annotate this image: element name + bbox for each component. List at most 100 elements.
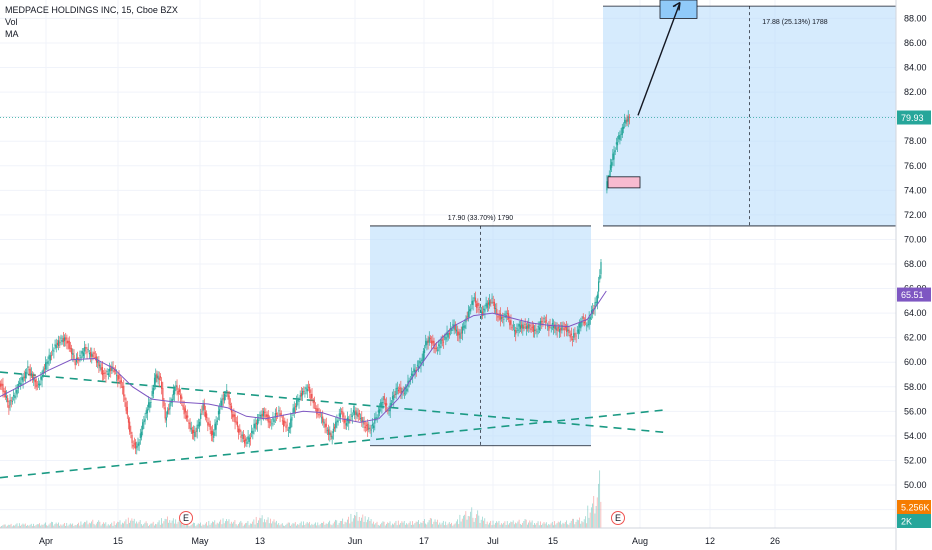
candle-body: [5, 396, 8, 398]
volume-bar: [18, 523, 20, 528]
candle-body: [400, 386, 402, 394]
volume-bar: [36, 524, 38, 528]
candle-body: [517, 329, 519, 331]
volume-bar: [550, 523, 552, 528]
volume-bar: [493, 524, 495, 528]
time-axis[interactable]: Apr 15 May 13 Jun 17 Jul 15 Aug 12 26: [0, 527, 896, 546]
volume-bar: [245, 523, 246, 528]
volume-bar: [564, 522, 566, 528]
volume-bar: [544, 523, 546, 528]
volume-bar: [563, 523, 565, 528]
candle-body: [0, 383, 2, 387]
volume-bar: [5, 526, 7, 528]
volume-bar: [162, 523, 164, 528]
candle-body: [256, 418, 259, 426]
volume-bar: [458, 524, 460, 528]
candle-body: [201, 411, 203, 413]
candle-body: [253, 423, 255, 428]
volume-bar: [46, 525, 48, 528]
volume-indicator-label[interactable]: Vol: [5, 17, 18, 27]
volume-bar: [415, 521, 417, 528]
candle-body: [542, 323, 544, 325]
volume-bar: [310, 525, 312, 528]
candle-body: [172, 390, 175, 396]
candle-body: [383, 396, 385, 401]
candle-body: [136, 446, 138, 448]
candle-body: [590, 310, 593, 314]
candle-body: [575, 335, 577, 337]
candle-gap-body: [627, 116, 629, 122]
candle-body: [240, 435, 242, 438]
volume-bar: [554, 521, 556, 528]
volume-bar: [149, 524, 151, 528]
volume-bar: [217, 523, 219, 528]
symbol-title[interactable]: MEDPACE HOLDINGS INC, 15, Cboe BZX: [5, 5, 178, 15]
candle-body: [447, 333, 449, 338]
volume-bar: [521, 524, 522, 528]
candle-body: [187, 415, 189, 418]
candle-body: [152, 387, 154, 394]
volume-bar: [39, 523, 40, 528]
volume-bar: [351, 521, 353, 528]
volume-bar: [409, 521, 411, 528]
candle-body: [301, 390, 304, 396]
volume-bar: [528, 522, 529, 528]
candle-body: [326, 430, 329, 432]
candle-body: [188, 422, 190, 424]
candle-body: [17, 383, 19, 390]
x-tick-label: 17: [419, 536, 429, 546]
candle-body: [441, 339, 443, 341]
ma-indicator-label[interactable]: MA: [5, 29, 19, 39]
candle-body: [142, 422, 144, 430]
candle-body: [494, 308, 497, 309]
candle-body: [21, 376, 23, 381]
volume-bar: [13, 525, 14, 528]
volume-bar: [313, 523, 315, 528]
volume-bar: [549, 524, 551, 528]
volume-bar: [133, 518, 135, 528]
volume-bar: [305, 523, 307, 528]
candle-body: [453, 325, 455, 329]
volume-bar: [84, 521, 85, 528]
volume-bar: [583, 519, 585, 528]
candle-body: [558, 329, 561, 333]
volume-bar: [228, 519, 230, 528]
volume-bar: [451, 522, 452, 528]
volume-bar: [28, 525, 30, 528]
candle-gap-body: [624, 119, 626, 123]
volume-bar: [169, 520, 171, 528]
price-axis[interactable]: 48.0050.0052.0054.0056.0058.0060.0062.00…: [895, 0, 931, 550]
candle-body: [149, 402, 151, 409]
volume-bar: [421, 522, 423, 528]
volume-bar: [47, 525, 49, 528]
candle-body: [133, 443, 136, 445]
candle-body: [197, 424, 199, 426]
volume-bar: [323, 521, 325, 528]
candle-body: [459, 333, 461, 339]
volume-bar: [588, 517, 590, 528]
candle-body: [567, 329, 569, 331]
candle-body: [283, 420, 285, 427]
candle-body: [561, 324, 563, 331]
volume-bar: [235, 524, 237, 528]
candle-body: [375, 417, 377, 419]
volume-bar: [580, 523, 582, 528]
volume-bar: [278, 522, 280, 528]
volume-bar: [279, 525, 281, 528]
volume-bar: [239, 522, 241, 528]
candle-body: [367, 423, 369, 431]
volume-bar: [161, 518, 162, 528]
volume-bar: [574, 524, 576, 528]
candle-body: [403, 392, 406, 394]
volume-bar: [408, 522, 410, 528]
volume-bar: [312, 525, 314, 528]
candle-body: [416, 364, 419, 366]
volume-bar: [129, 522, 130, 528]
volume-bar: [181, 521, 182, 528]
candle-body: [262, 410, 265, 417]
volume-bar: [236, 525, 238, 528]
volume-bar: [302, 525, 303, 528]
candle-body: [227, 393, 229, 397]
volume-bar: [294, 522, 296, 528]
